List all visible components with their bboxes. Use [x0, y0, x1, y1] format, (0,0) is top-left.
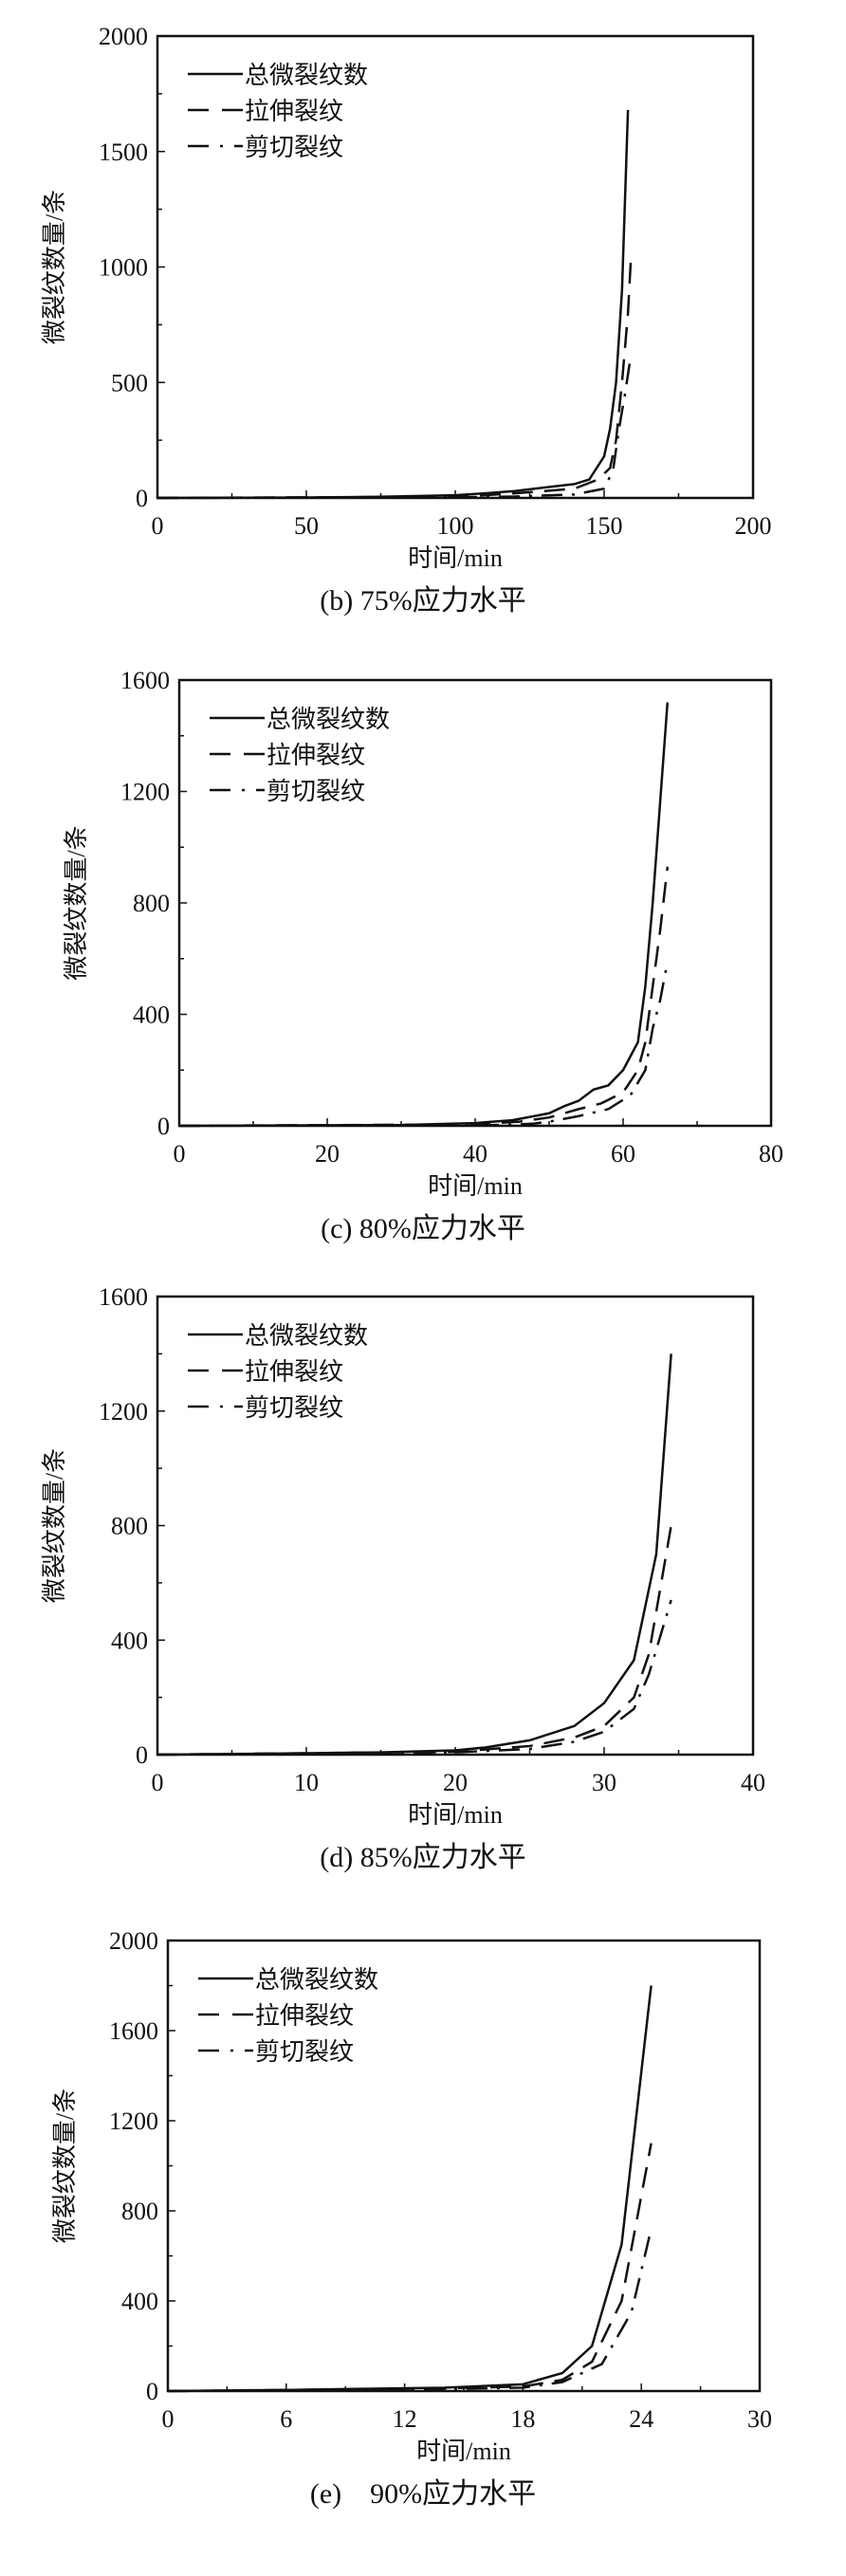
y-axis-label: 微裂纹数量/条: [63, 825, 90, 980]
x-axis-label: 时间/min: [416, 2438, 511, 2465]
y-axis-label: 微裂纹数量/条: [41, 190, 68, 344]
chart-caption: (b) 75%应力水平: [320, 585, 526, 616]
y-tick-label: 1600: [120, 667, 170, 694]
x-tick-label: 0: [174, 1140, 186, 1168]
x-axis-label: 时间/min: [408, 544, 503, 572]
x-tick-label: 0: [162, 2405, 175, 2433]
y-tick-label: 2000: [109, 1932, 158, 1955]
y-tick-label: 800: [111, 1513, 148, 1540]
x-tick-label: 40: [741, 1769, 765, 1796]
legend-label: 拉伸裂纹: [245, 98, 343, 125]
chart-panel: 0 6 12 18 24 30 0 400 800 1200 1600 2000 时间/min 微裂纹数量…: [0, 1932, 846, 2576]
x-tick-label: 20: [443, 1769, 468, 1796]
legend-label: 剪切裂纹: [245, 1394, 343, 1422]
series-line-dashed: [156, 1525, 672, 1757]
x-axis-label: 时间/min: [408, 1801, 503, 1829]
y-tick-label: 0: [136, 485, 148, 512]
series-line-solid: [178, 702, 670, 1128]
y-tick-label: 0: [157, 1113, 170, 1140]
series-line-solid: [156, 109, 630, 500]
legend-label: 拉伸裂纹: [255, 2002, 354, 2030]
y-axis-label: 微裂纹数量/条: [51, 2088, 79, 2243]
y-tick-label: 1600: [109, 2017, 158, 2045]
chart-panel: 0 50 100 150 200 0 500 1000 1500 2000 时间/min 微裂纹数量/…: [0, 0, 846, 644]
y-tick-label: 1200: [99, 1398, 148, 1426]
series-line-solid: [156, 1353, 672, 1757]
y-tick-label: 1500: [99, 138, 148, 166]
series-line-dashdot: [156, 1599, 672, 1757]
legend-label: 总微裂纹数: [245, 1322, 368, 1350]
y-tick-label: 800: [133, 890, 170, 917]
legend-label: 剪切裂纹: [245, 134, 343, 161]
x-tick-label: 12: [393, 2405, 417, 2433]
x-tick-label: 150: [586, 512, 623, 540]
legend-label: 总微裂纹数: [267, 706, 390, 733]
x-tick-label: 24: [629, 2405, 653, 2433]
x-tick-label: 20: [315, 1140, 340, 1168]
y-axis-label: 微裂纹数量/条: [41, 1448, 68, 1603]
series-line-dashdot: [156, 354, 633, 500]
legend-label: 拉伸裂纹: [267, 742, 365, 769]
chart-svg: 0 10 20 30 40040080012001600时间/min微裂纹数量/条总微裂…: [41, 1288, 765, 1829]
y-tick-label: 500: [111, 369, 148, 396]
x-tick-label: 60: [611, 1140, 635, 1168]
chart-panel: 0 10 20 30 40 0 400 800 1200 1600 时间/min 微裂纹数量/条 总微裂…: [0, 1288, 846, 1932]
x-tick-label: 50: [294, 512, 319, 540]
series-line-dashdot: [178, 961, 670, 1128]
legend-label: 剪切裂纹: [267, 778, 365, 805]
legend-label: 总微裂纹数: [255, 1966, 378, 1994]
x-tick-label: 6: [280, 2405, 292, 2433]
chart-panel: 0 20 40 60 80 0 400 800 1200 1600 时间/min 微裂纹数量/条 总微裂…: [0, 644, 846, 1288]
y-tick-label: 1200: [120, 779, 170, 806]
legend-label: 剪切裂纹: [255, 2038, 354, 2066]
chart-caption: (e) 90%应力水平: [309, 2478, 537, 2510]
chart-svg: 0 50 100 150 2000500100015002000时间/min微裂纹数量/…: [41, 23, 772, 572]
x-axis-label: 时间/min: [428, 1172, 523, 1200]
series-line-dashed: [156, 257, 633, 500]
x-tick-label: 100: [437, 512, 474, 540]
x-tick-label: 0: [152, 1769, 164, 1796]
y-tick-label: 0: [136, 1741, 148, 1769]
y-tick-label: 400: [133, 1002, 170, 1029]
x-tick-label: 0: [152, 512, 164, 540]
y-tick-label: 1600: [99, 1288, 148, 1311]
y-tick-label: 400: [111, 1627, 148, 1654]
x-tick-label: 30: [592, 1769, 616, 1796]
y-tick-label: 800: [121, 2198, 158, 2225]
chart-caption: (c) 80%应力水平: [321, 1213, 525, 1244]
series-line-dashed: [167, 2143, 653, 2393]
legend-label: 拉伸裂纹: [245, 1358, 343, 1386]
series-line-dashed: [178, 866, 670, 1128]
y-tick-label: 1200: [109, 2107, 158, 2135]
x-tick-label: 200: [735, 512, 772, 540]
x-tick-label: 10: [294, 1769, 319, 1796]
y-tick-label: 0: [146, 2378, 158, 2405]
y-tick-label: 1000: [99, 254, 148, 282]
chart-caption: (d) 85%应力水平: [320, 1842, 526, 1873]
x-tick-label: 80: [759, 1140, 783, 1168]
y-tick-label: 400: [121, 2288, 158, 2315]
series-line-dashdot: [167, 2228, 653, 2393]
chart-svg: 0 20 40 60 80040080012001600时间/min微裂纹数量/条总微裂…: [63, 667, 783, 1200]
x-tick-label: 40: [463, 1140, 487, 1168]
chart-svg: 0 6 12 18 24 30 0 400 800 1200 1600 2000 时间/min 微裂纹数量…: [51, 1932, 772, 2465]
y-tick-label: 2000: [99, 23, 148, 50]
x-tick-label: 18: [510, 2405, 535, 2433]
legend-label: 总微裂纹数: [245, 62, 368, 89]
x-tick-label: 30: [747, 2405, 772, 2433]
series-line-solid: [167, 1985, 653, 2393]
